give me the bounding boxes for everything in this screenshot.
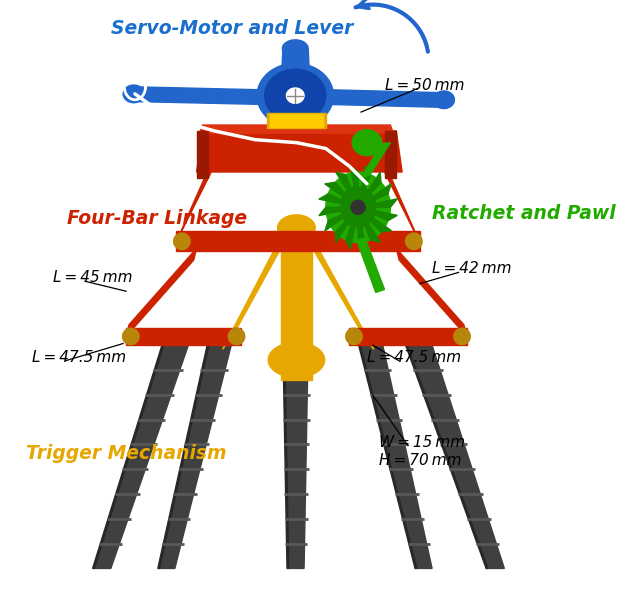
Polygon shape	[94, 345, 188, 568]
Polygon shape	[302, 231, 374, 349]
Polygon shape	[228, 328, 244, 345]
Polygon shape	[358, 207, 392, 232]
Text: L = 47.5 mm: L = 47.5 mm	[367, 349, 461, 365]
Polygon shape	[282, 49, 309, 72]
Polygon shape	[406, 345, 488, 568]
Polygon shape	[358, 207, 397, 221]
Polygon shape	[356, 239, 385, 292]
Polygon shape	[358, 207, 366, 249]
Polygon shape	[257, 64, 333, 128]
Text: Four-Bar Linkage: Four-Bar Linkage	[67, 210, 248, 229]
Polygon shape	[325, 207, 358, 231]
Polygon shape	[350, 166, 358, 207]
Polygon shape	[358, 184, 391, 207]
Polygon shape	[385, 131, 396, 178]
Polygon shape	[326, 172, 390, 243]
Polygon shape	[361, 143, 390, 178]
Polygon shape	[287, 88, 304, 103]
Polygon shape	[358, 345, 417, 568]
Text: L = 45 mm: L = 45 mm	[52, 270, 132, 285]
Polygon shape	[159, 345, 231, 568]
Polygon shape	[335, 207, 358, 243]
Polygon shape	[176, 231, 420, 252]
Polygon shape	[281, 225, 312, 380]
Polygon shape	[200, 125, 394, 133]
Polygon shape	[358, 207, 380, 242]
Polygon shape	[349, 327, 467, 345]
Polygon shape	[406, 233, 422, 250]
Polygon shape	[126, 249, 196, 336]
Polygon shape	[126, 327, 241, 345]
Polygon shape	[454, 328, 470, 345]
Polygon shape	[352, 130, 381, 155]
Polygon shape	[267, 113, 326, 128]
Text: L = 42 mm: L = 42 mm	[431, 262, 511, 276]
Polygon shape	[158, 345, 209, 568]
Polygon shape	[278, 215, 316, 241]
Text: Trigger Mechanism: Trigger Mechanism	[26, 445, 227, 464]
Polygon shape	[346, 328, 362, 345]
Polygon shape	[196, 131, 209, 178]
Polygon shape	[325, 183, 358, 207]
Text: Ratchet and Pawl: Ratchet and Pawl	[431, 204, 615, 223]
Polygon shape	[360, 345, 432, 568]
Text: Servo-Motor and Lever: Servo-Motor and Lever	[111, 19, 353, 38]
Polygon shape	[336, 172, 358, 207]
Polygon shape	[433, 91, 454, 108]
Text: L = 47.5 mm: L = 47.5 mm	[32, 349, 126, 365]
Text: W = 15 mm: W = 15 mm	[379, 435, 465, 449]
Polygon shape	[319, 194, 358, 207]
Polygon shape	[340, 187, 376, 228]
Polygon shape	[176, 166, 214, 243]
Polygon shape	[93, 345, 164, 568]
Polygon shape	[268, 342, 324, 378]
Polygon shape	[381, 166, 420, 243]
Polygon shape	[270, 114, 323, 127]
Polygon shape	[173, 233, 190, 250]
Polygon shape	[346, 207, 358, 249]
Polygon shape	[351, 200, 365, 214]
Polygon shape	[196, 131, 402, 172]
Polygon shape	[408, 345, 504, 568]
Polygon shape	[285, 345, 308, 568]
Text: H = 70 mm: H = 70 mm	[379, 454, 461, 468]
Polygon shape	[396, 249, 467, 336]
Polygon shape	[282, 40, 308, 58]
Polygon shape	[123, 328, 139, 345]
Polygon shape	[358, 199, 397, 207]
Text: L = 50 mm: L = 50 mm	[385, 78, 464, 92]
Polygon shape	[132, 87, 264, 104]
Polygon shape	[319, 207, 358, 216]
Polygon shape	[265, 70, 326, 122]
Polygon shape	[358, 166, 371, 207]
Polygon shape	[123, 85, 144, 102]
Polygon shape	[358, 172, 381, 207]
Polygon shape	[283, 345, 289, 568]
Polygon shape	[223, 231, 291, 349]
Polygon shape	[329, 90, 444, 107]
